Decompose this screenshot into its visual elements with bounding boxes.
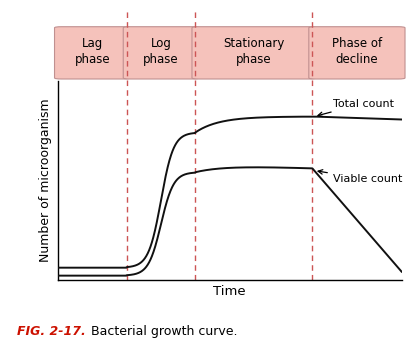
Text: FIG. 2-17.: FIG. 2-17. — [17, 325, 85, 338]
X-axis label: Time: Time — [213, 285, 245, 298]
Text: Phase of
decline: Phase of decline — [331, 36, 381, 66]
FancyBboxPatch shape — [123, 27, 198, 79]
Y-axis label: Number of microorganism: Number of microorganism — [39, 98, 52, 262]
Text: Total count: Total count — [317, 99, 393, 117]
FancyBboxPatch shape — [308, 27, 404, 79]
Text: Log
phase: Log phase — [143, 36, 178, 66]
Text: Bacterial growth curve.: Bacterial growth curve. — [83, 325, 237, 338]
FancyBboxPatch shape — [55, 27, 130, 79]
Text: Viable count: Viable count — [317, 170, 401, 184]
Text: Stationary
phase: Stationary phase — [223, 36, 284, 66]
FancyBboxPatch shape — [192, 27, 315, 79]
Text: Lag
phase: Lag phase — [74, 36, 110, 66]
